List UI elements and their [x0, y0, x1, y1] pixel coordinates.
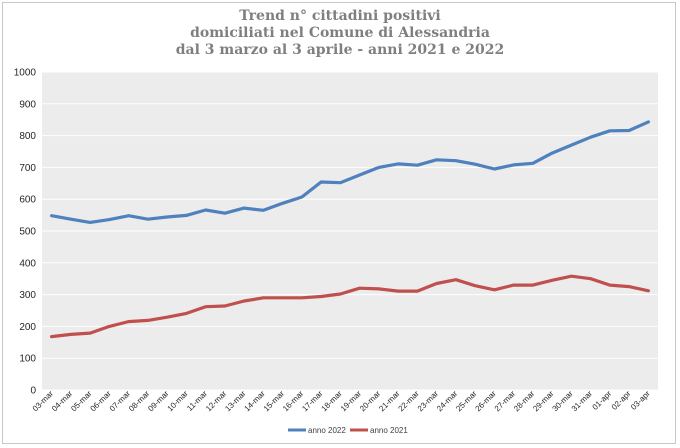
gridlines: [42, 71, 658, 391]
legend-label: anno 2021: [370, 426, 408, 435]
series-lines: [49, 120, 651, 339]
y-tick-label: 500: [19, 227, 36, 238]
y-tick-label: 0: [30, 386, 36, 397]
y-tick-label: 200: [19, 322, 36, 333]
y-tick-label: 100: [19, 354, 36, 365]
y-axis: 0 100 200 300 400 500 600 700 800 900 1000: [14, 68, 37, 397]
y-tick-label: 600: [19, 195, 36, 206]
y-tick-label: 800: [19, 131, 36, 142]
legend-label: anno 2022: [308, 426, 346, 435]
x-tick-label: 01-apr: [591, 389, 614, 412]
y-tick-label: 300: [19, 290, 36, 301]
x-tick-label: 10-mar: [166, 389, 191, 414]
x-tick-label: 03-apr: [629, 389, 652, 412]
chart-title-line-2: domiciliati nel Comune di Alessandria: [190, 25, 490, 41]
y-tick-label: 400: [19, 258, 36, 269]
y-tick-label: 1000: [14, 68, 37, 79]
chart-title-line-3: dal 3 marzo al 3 aprile - anni 2021 e 20…: [175, 42, 505, 58]
series-line-2: [49, 274, 651, 339]
y-tick-label: 700: [19, 163, 36, 174]
x-axis: 03-mar04-mar05-mar06-mar07-mar08-mar09-m…: [31, 389, 652, 414]
y-tick-label: 900: [19, 99, 36, 110]
chart-title: Trend n° cittadini positivi domiciliati …: [0, 8, 680, 59]
legend: anno 2022 anno 2021: [288, 426, 408, 435]
x-tick-label: 31-mar: [570, 389, 595, 414]
series-line-1: [49, 120, 651, 224]
chart-title-line-1: Trend n° cittadini positivi: [239, 8, 441, 24]
x-tick-label: 02-apr: [610, 389, 633, 412]
